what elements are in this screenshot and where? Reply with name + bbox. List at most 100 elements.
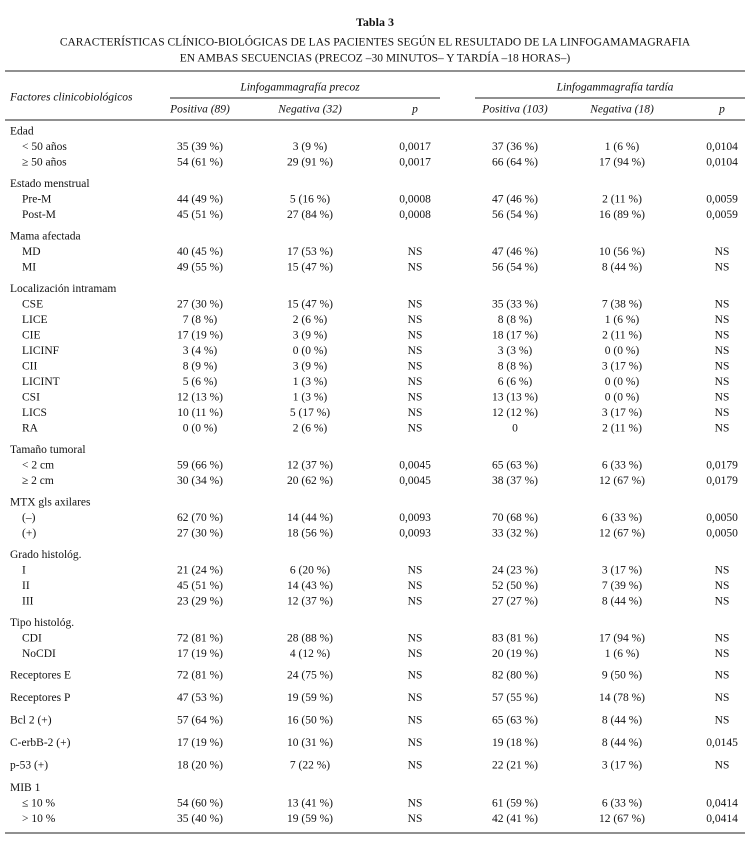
- cell: 13 (13 %): [492, 392, 538, 404]
- cell: 8 (8 %): [498, 314, 533, 326]
- column-header: Positiva (89): [169, 104, 230, 116]
- cell: 0,0414: [706, 813, 738, 825]
- cell: 0 (0 %): [293, 345, 328, 357]
- row-label: Post-M: [22, 209, 56, 221]
- cell: 57 (55 %): [492, 692, 538, 704]
- cell: 18 (17 %): [492, 330, 538, 342]
- cell: NS: [715, 580, 730, 592]
- cell: 56 (54 %): [492, 262, 538, 274]
- cell: 12 (12 %): [492, 407, 538, 419]
- row-label: < 50 años: [22, 141, 67, 153]
- row-label: ≤ 10 %: [22, 798, 56, 810]
- row-label: I: [22, 565, 26, 577]
- cell: 2 (6 %): [293, 314, 328, 326]
- cell: 0,0145: [706, 737, 738, 749]
- factor-header: Factores clinicobiológicos: [9, 92, 133, 104]
- row-label: > 10 %: [22, 813, 56, 825]
- row-label: III: [22, 596, 34, 608]
- cell: NS: [408, 813, 423, 825]
- cell: 15 (47 %): [287, 262, 333, 274]
- cell: NS: [408, 648, 423, 660]
- cell: 2 (6 %): [293, 423, 328, 435]
- group-header: Linfogammagrafía tardía: [556, 82, 674, 94]
- cell: NS: [715, 648, 730, 660]
- section-label: p-53 (+): [10, 760, 48, 772]
- cell: 33 (32 %): [492, 528, 538, 540]
- cell: 19 (59 %): [287, 813, 333, 825]
- cell: 4 (12 %): [290, 648, 330, 660]
- row-label: LICS: [22, 407, 47, 419]
- cell: 66 (64 %): [492, 157, 538, 169]
- cell: 70 (68 %): [492, 512, 538, 524]
- cell: 52 (50 %): [492, 580, 538, 592]
- cell: 45 (51 %): [177, 580, 223, 592]
- section-label: Receptores E: [10, 670, 71, 682]
- cell: 14 (44 %): [287, 512, 333, 524]
- cell: 17 (94 %): [599, 157, 645, 169]
- cell: 0,0050: [706, 528, 738, 540]
- cell: NS: [715, 692, 730, 704]
- cell: 1 (3 %): [293, 392, 328, 404]
- cell: 13 (41 %): [287, 798, 333, 810]
- cell: 8 (8 %): [498, 361, 533, 373]
- cell: 0,0050: [706, 512, 738, 524]
- section-label: MIB 1: [10, 782, 41, 794]
- cell: 0,0059: [706, 209, 738, 221]
- cell: 27 (27 %): [492, 596, 538, 608]
- cell: 57 (64 %): [177, 715, 223, 727]
- column-header: Positiva (103): [481, 104, 548, 116]
- section-label: Tipo histológ.: [10, 617, 74, 629]
- cell: 65 (63 %): [492, 460, 538, 472]
- cell: NS: [715, 246, 730, 258]
- row-label: (+): [22, 528, 36, 540]
- cell: 6 (33 %): [602, 460, 642, 472]
- cell: 0,0059: [706, 194, 738, 206]
- cell: NS: [715, 345, 730, 357]
- row-label: LICINF: [22, 345, 59, 357]
- cell: 35 (39 %): [177, 141, 223, 153]
- cell: 7 (38 %): [602, 299, 642, 311]
- cell: NS: [408, 798, 423, 810]
- cell: 23 (29 %): [177, 596, 223, 608]
- cell: 16 (50 %): [287, 715, 333, 727]
- row-label: Pre-M: [22, 194, 51, 206]
- cell: 0 (0 %): [183, 423, 218, 435]
- column-header: Negativa (32): [277, 104, 342, 116]
- cell: 0,0045: [399, 475, 431, 487]
- cell: 0,0008: [399, 194, 431, 206]
- cell: 8 (44 %): [602, 262, 642, 274]
- cell: 0,0045: [399, 460, 431, 472]
- cell: NS: [715, 565, 730, 577]
- cell: 21 (24 %): [177, 565, 223, 577]
- cell: 61 (59 %): [492, 798, 538, 810]
- cell: 0 (0 %): [605, 345, 640, 357]
- cell: 6 (33 %): [602, 798, 642, 810]
- cell: NS: [715, 299, 730, 311]
- cell: 1 (3 %): [293, 376, 328, 388]
- cell: 12 (67 %): [599, 813, 645, 825]
- cell: 0,0414: [706, 798, 738, 810]
- cell: 28 (88 %): [287, 633, 333, 645]
- section-label: Bcl 2 (+): [10, 715, 52, 727]
- cell: 47 (46 %): [492, 194, 538, 206]
- cell: 24 (75 %): [287, 670, 333, 682]
- cell: NS: [715, 330, 730, 342]
- row-label: II: [22, 580, 30, 592]
- cell: 72 (81 %): [177, 633, 223, 645]
- row-label: CSE: [22, 299, 43, 311]
- section-label: Estado menstrual: [10, 178, 90, 190]
- cell: 8 (44 %): [602, 596, 642, 608]
- row-label: MI: [22, 262, 36, 274]
- cell: 0: [512, 423, 518, 435]
- cell: 0,0104: [706, 141, 738, 153]
- cell: 37 (36 %): [492, 141, 538, 153]
- cell: 3 (17 %): [602, 565, 642, 577]
- section-label: MTX gls axilares: [10, 497, 91, 509]
- cell: 6 (20 %): [290, 565, 330, 577]
- cell: 83 (81 %): [492, 633, 538, 645]
- cell: NS: [715, 392, 730, 404]
- cell: NS: [408, 407, 423, 419]
- cell: NS: [408, 423, 423, 435]
- cell: 40 (45 %): [177, 246, 223, 258]
